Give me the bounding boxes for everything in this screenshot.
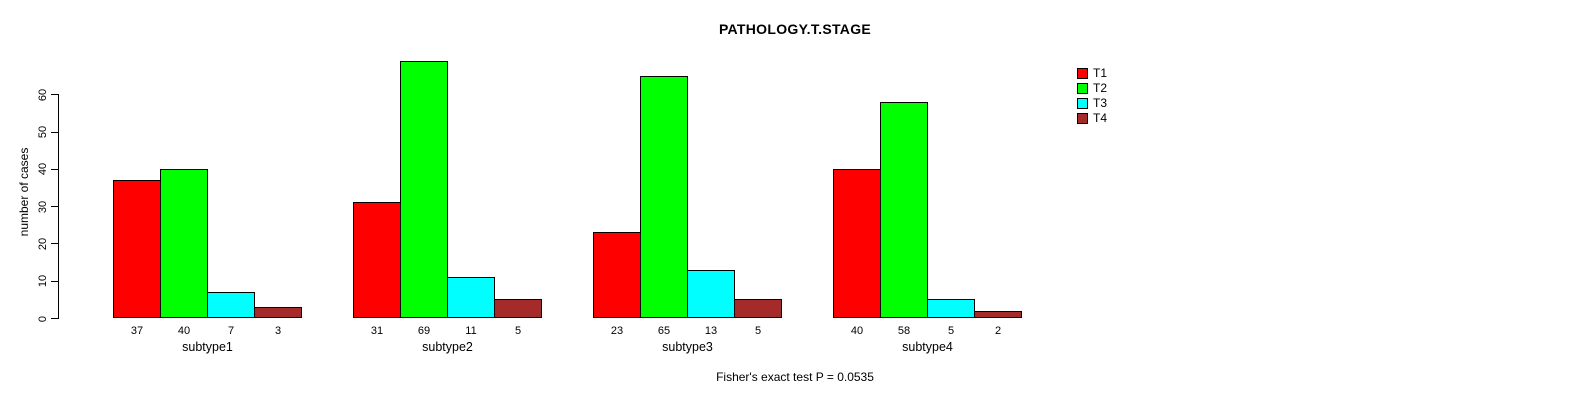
bar-value-label: 31 [370, 325, 384, 337]
legend-label: T3 [1093, 96, 1108, 110]
y-tick [51, 168, 58, 170]
bar-value-label: 23 [610, 325, 624, 337]
bar-value-label: 69 [417, 325, 431, 337]
y-tick [51, 131, 58, 133]
bar-value-label: 11 [465, 325, 477, 337]
legend-item-T2: T2 [1077, 81, 1107, 96]
y-tick-label: 0 [37, 315, 49, 322]
y-tick-label: 10 [37, 275, 49, 288]
y-tick-label: 60 [37, 88, 49, 101]
bar-T1-subtype3 [593, 232, 641, 318]
legend-label: T4 [1093, 111, 1108, 125]
bar-value-label: 13 [704, 325, 718, 337]
bar-T1-subtype1 [113, 180, 161, 318]
y-tick-label: 30 [37, 200, 49, 213]
legend-swatch-T1 [1077, 68, 1088, 79]
chart-title: PATHOLOGY.T.STAGE [718, 21, 872, 37]
y-tick-label: 20 [37, 237, 49, 251]
bar-T4-subtype1 [254, 307, 302, 318]
bar-T3-subtype4 [927, 299, 975, 318]
y-axis-label: number of cases [17, 147, 31, 237]
bar-T3-subtype3 [687, 270, 735, 318]
bar-T2-subtype1 [160, 169, 208, 318]
bar-value-label: 58 [897, 325, 911, 337]
category-label-subtype2: subtype2 [422, 340, 473, 354]
legend-label: T1 [1093, 66, 1108, 80]
category-label-subtype1: subtype1 [182, 340, 233, 354]
bar-T1-subtype2 [353, 202, 401, 318]
legend-item-T3: T3 [1077, 96, 1107, 111]
y-tick [51, 94, 58, 96]
bar-T2-subtype3 [640, 76, 688, 318]
y-tick [51, 280, 58, 282]
y-tick-label: 50 [37, 125, 49, 139]
bar-T2-subtype4 [880, 102, 928, 318]
bar-value-label: 7 [227, 325, 235, 337]
legend-swatch-T3 [1077, 98, 1088, 109]
y-tick-label: 40 [37, 163, 49, 176]
y-axis-line [58, 94, 59, 319]
legend: T1 T2 T3 T4 [1077, 66, 1107, 126]
category-label-subtype3: subtype3 [662, 340, 713, 354]
bar-T4-subtype2 [494, 299, 542, 318]
legend-label: T2 [1093, 81, 1108, 95]
y-tick [51, 206, 58, 208]
legend-swatch-T4 [1077, 113, 1088, 124]
bar-T2-subtype2 [400, 61, 448, 318]
bar-value-label: 37 [130, 325, 144, 337]
bar-value-label: 5 [754, 325, 762, 337]
bar-value-label: 5 [514, 325, 522, 337]
bar-T1-subtype4 [833, 169, 881, 318]
category-label-subtype4: subtype4 [902, 340, 953, 354]
legend-swatch-T2 [1077, 83, 1088, 94]
bar-T3-subtype1 [207, 292, 255, 318]
bar-value-label: 65 [657, 325, 671, 337]
y-tick [51, 318, 58, 319]
bar-T4-subtype3 [734, 299, 782, 318]
legend-item-T1: T1 [1077, 66, 1107, 81]
y-tick [51, 243, 58, 245]
bar-T4-subtype4 [974, 311, 1022, 318]
fisher-test-note: Fisher's exact test P = 0.0535 [716, 370, 874, 384]
legend-item-T4: T4 [1077, 111, 1107, 126]
bar-value-label: 40 [177, 325, 191, 337]
bar-T3-subtype2 [447, 277, 495, 318]
bar-value-label: 3 [274, 325, 282, 337]
bar-value-label: 2 [994, 325, 1002, 337]
bar-value-label: 5 [947, 325, 955, 337]
bar-value-label: 40 [850, 325, 864, 337]
